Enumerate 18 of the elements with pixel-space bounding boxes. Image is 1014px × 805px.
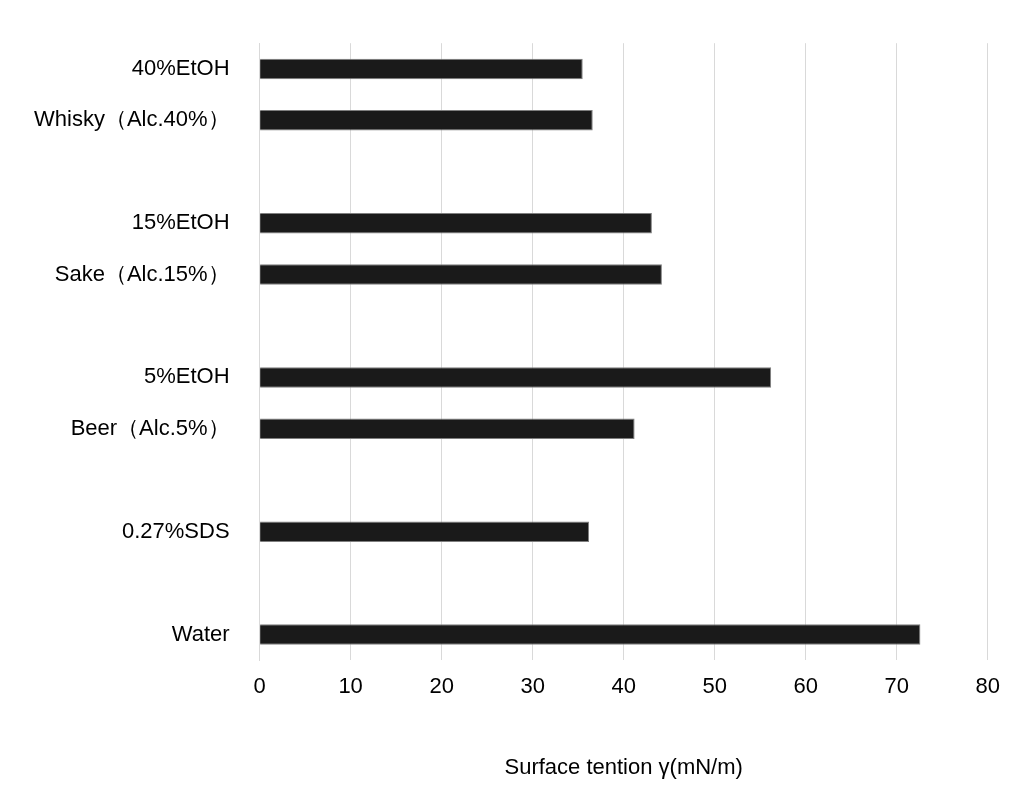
y-tick-label: 5%EtOH — [144, 363, 230, 389]
y-tick-label: Whisky（Alc.40%） — [34, 106, 230, 132]
y-tick-label: 40%EtOH — [131, 54, 230, 80]
x-tick-label: 20 — [429, 673, 454, 699]
x-tick-label: 50 — [702, 673, 727, 699]
y-tick-label: 15%EtOH — [131, 209, 230, 235]
x-tick-label: 10 — [338, 673, 363, 699]
x-tick-label: 30 — [520, 673, 545, 699]
x-tick-label: 40 — [611, 673, 636, 699]
x-tick-label: 0 — [253, 673, 266, 699]
x-tick-label: 60 — [793, 673, 818, 699]
x-tick-label: 80 — [975, 673, 1001, 699]
y-tick-label: Water — [171, 620, 230, 646]
y-tick-label: Sake（Alc.15%） — [54, 260, 230, 286]
y-tick-label: Beer（Alc.5%） — [70, 414, 230, 440]
x-tick-label: 70 — [884, 673, 909, 699]
x-axis-title: Surface tention γ(mN/m) — [504, 753, 743, 779]
y-tick-label: 0.27%SDS — [121, 517, 230, 543]
